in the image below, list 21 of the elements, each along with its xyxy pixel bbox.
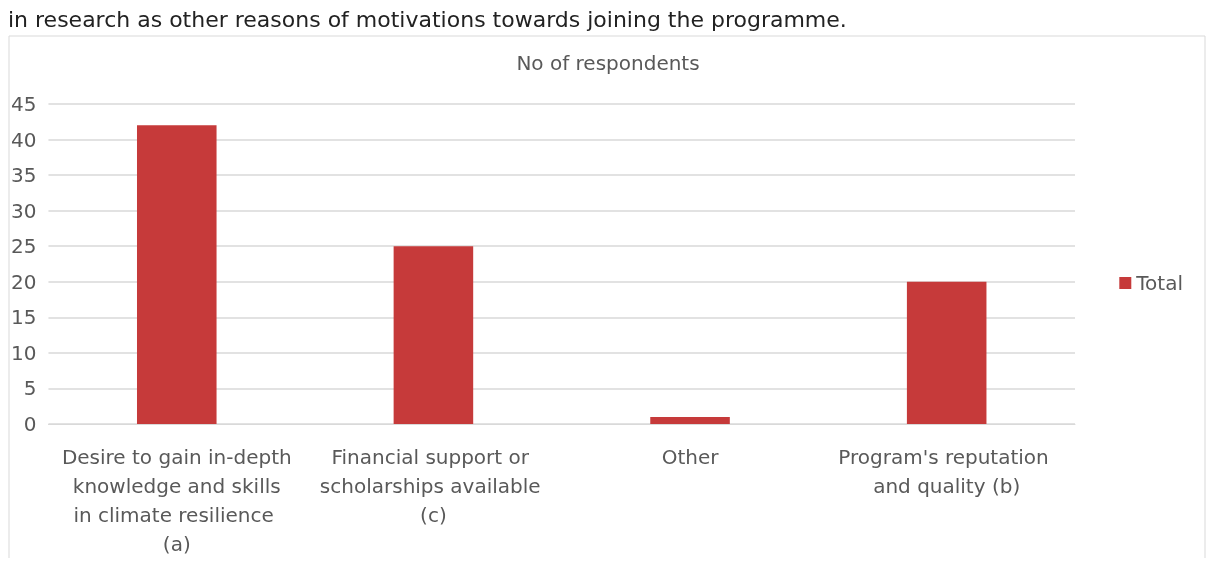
y-tick-label: 15 (11, 305, 37, 330)
bar (393, 246, 474, 424)
x-tick-label: Other (661, 444, 720, 469)
bar (136, 125, 217, 424)
bar (650, 416, 730, 424)
y-tick-label: 35 (11, 163, 37, 188)
y-tick-label: 5 (23, 376, 37, 401)
text: in research as other reasons of motivations towards joining the programme. (8, 6, 847, 32)
x-tick-label: Desire to gain in-depth knowledge and skills in climate resilience (a) (61, 444, 292, 556)
x-tick-label: Financial support or scholarships available (c) (319, 444, 547, 527)
y-tick-label: 25 (11, 234, 37, 259)
x-tick-label: Program's reputation and quality (b) (838, 444, 1056, 498)
bar (906, 281, 987, 424)
chart-title: No of respondents (516, 51, 700, 75)
y-tick-label: 10 (11, 340, 37, 365)
y-tick-label: 45 (11, 92, 37, 116)
y-tick-label: 20 (11, 269, 37, 294)
y-tick-label: 0 (23, 412, 37, 436)
y-tick-label: 30 (11, 198, 37, 223)
legend-label: Total (1135, 271, 1184, 295)
y-tick-label: 40 (11, 127, 37, 152)
